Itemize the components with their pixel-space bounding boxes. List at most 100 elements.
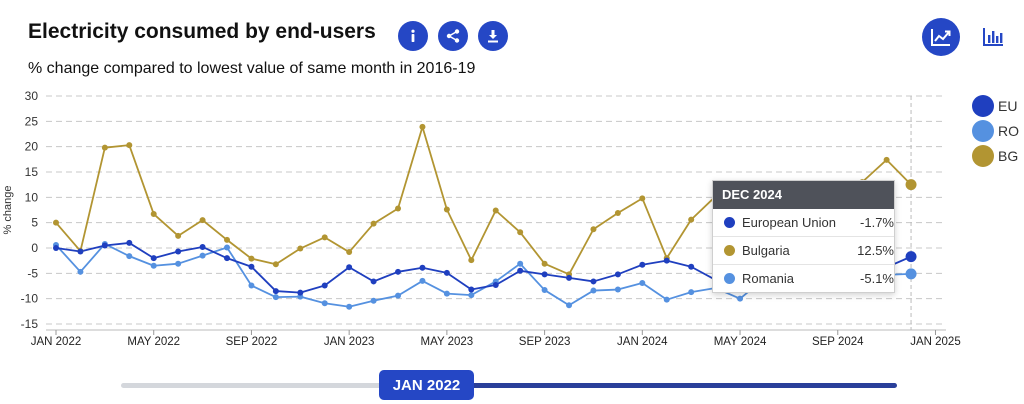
y-tick-label: 5 [31,216,38,230]
data-point[interactable] [248,255,255,262]
data-point[interactable] [419,123,426,130]
data-point[interactable] [541,260,548,267]
data-point[interactable] [468,257,475,264]
data-point[interactable] [590,278,597,285]
data-point[interactable] [175,232,182,239]
data-point[interactable] [53,219,59,226]
data-point[interactable] [639,279,646,286]
data-point[interactable] [370,297,377,304]
data-point[interactable] [517,267,524,274]
data-point[interactable] [419,277,426,284]
x-tick-label: JAN 2025 [910,336,961,348]
data-point[interactable] [199,217,206,224]
data-point[interactable] [321,282,328,289]
data-point[interactable] [126,253,133,260]
data-point[interactable] [297,245,304,252]
tooltip-series-name: Romania [742,271,795,286]
data-point[interactable] [101,144,108,151]
data-point[interactable] [517,260,524,267]
data-point[interactable] [126,142,133,149]
data-point[interactable] [272,288,279,295]
data-point[interactable] [905,251,917,263]
data-point[interactable] [101,242,108,249]
data-point[interactable] [737,295,744,302]
tooltip-value: 12.5% [857,243,894,258]
data-point[interactable] [321,234,328,241]
data-point[interactable] [541,271,548,278]
data-point[interactable] [199,243,206,250]
data-point[interactable] [395,292,402,299]
data-point[interactable] [321,300,328,307]
data-point[interactable] [688,263,695,270]
data-point[interactable] [468,286,475,293]
data-point[interactable] [175,248,182,255]
data-point[interactable] [248,263,255,270]
data-point[interactable] [688,289,695,296]
data-point[interactable] [150,262,157,269]
y-tick-label: 0 [31,241,38,255]
data-point[interactable] [541,287,548,294]
data-point[interactable] [346,264,353,271]
data-point[interactable] [248,282,255,289]
data-point[interactable] [150,211,157,218]
legend-item-eu[interactable]: EU [972,94,1019,118]
data-point[interactable] [614,210,621,217]
y-tick-label: 15 [25,165,39,179]
data-point[interactable] [443,290,450,297]
data-point[interactable] [517,229,524,236]
data-point[interactable] [590,287,597,294]
data-point[interactable] [883,156,890,163]
data-point[interactable] [395,205,402,212]
legend-item-ro[interactable]: RO [972,119,1019,143]
data-point[interactable] [443,269,450,276]
data-point[interactable] [150,255,157,262]
data-point[interactable] [297,289,304,296]
data-point[interactable] [126,239,133,246]
share-button[interactable] [438,21,468,51]
info-button[interactable] [398,21,428,51]
data-point[interactable] [905,268,917,280]
data-point[interactable] [639,261,646,268]
data-point[interactable] [77,248,84,255]
data-point[interactable] [77,268,84,275]
data-point[interactable] [346,249,353,256]
line-chart-icon [931,29,951,46]
data-point[interactable] [614,286,621,293]
data-point[interactable] [663,257,670,264]
data-point[interactable] [590,226,597,233]
data-point[interactable] [224,255,231,262]
data-point[interactable] [492,207,499,214]
data-point[interactable] [199,252,206,259]
data-point[interactable] [370,220,377,227]
slider-track-before [121,383,381,388]
time-slider-handle[interactable]: JAN 2022 [379,370,474,400]
data-point[interactable] [566,302,573,309]
data-point[interactable] [492,281,499,288]
data-point[interactable] [370,278,377,285]
data-point[interactable] [443,206,450,213]
data-point[interactable] [395,268,402,275]
data-point[interactable] [53,245,59,251]
data-point[interactable] [468,292,475,299]
download-button[interactable] [478,21,508,51]
data-point[interactable] [566,274,573,281]
y-tick-label: -5 [27,266,38,280]
data-point[interactable] [419,264,426,271]
data-point[interactable] [224,244,231,251]
data-point[interactable] [663,296,670,303]
bar-view-button[interactable] [978,22,1008,52]
data-point[interactable] [688,216,695,223]
data-point[interactable] [346,303,353,310]
data-point[interactable] [272,294,279,301]
data-point[interactable] [639,195,646,202]
data-point[interactable] [224,236,231,243]
data-point[interactable] [175,260,182,267]
share-icon [446,29,460,43]
line-view-button[interactable] [922,18,960,56]
data-point[interactable] [272,261,279,268]
slider-track-after[interactable] [470,383,897,388]
tooltip-series-name: European Union [742,215,836,230]
data-point[interactable] [614,271,621,278]
data-point[interactable] [905,179,917,191]
legend-item-bg[interactable]: BG [972,144,1019,168]
